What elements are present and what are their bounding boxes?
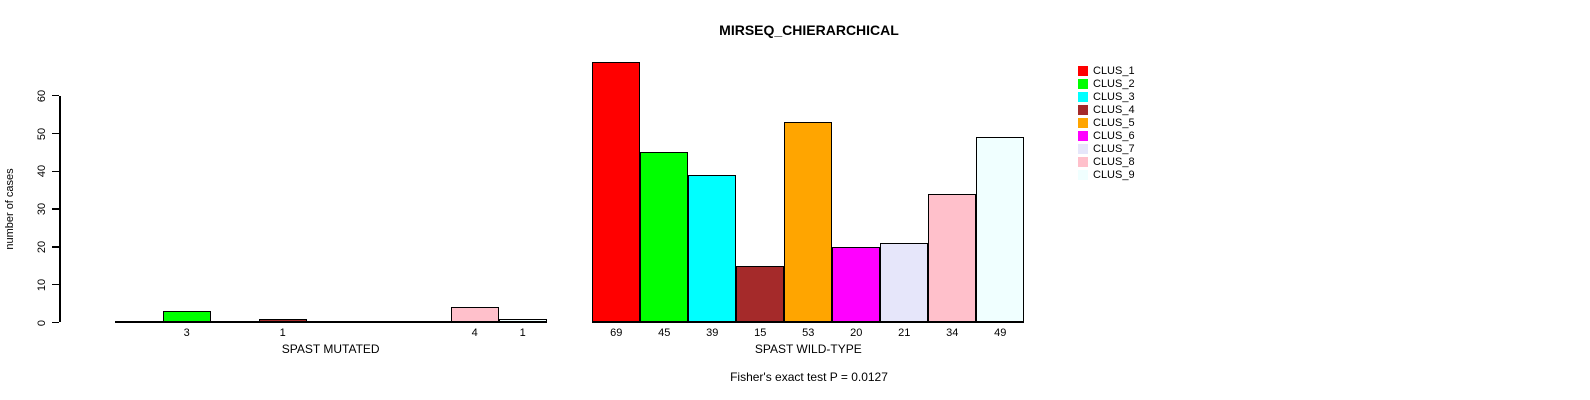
y-axis-label: number of cases (4, 168, 16, 250)
bar-spast-wild-type-clus-5 (784, 122, 833, 323)
bar-value-label: 3 (183, 327, 190, 339)
bar-value-label: 21 (898, 327, 911, 339)
group-baseline-spast-mutated (114, 321, 547, 323)
legend-label-clus-5: CLUS_5 (1093, 116, 1135, 129)
legend-label-clus-4: CLUS_4 (1093, 103, 1135, 116)
legend-label-clus-2: CLUS_2 (1093, 77, 1135, 90)
bar-value-label: 45 (658, 327, 671, 339)
bar-spast-mutated-clus-8 (450, 307, 499, 323)
y-tick (52, 208, 59, 210)
bar-value-label: 69 (610, 327, 623, 339)
y-tick (52, 170, 59, 172)
legend-label-clus-7: CLUS_7 (1093, 142, 1135, 155)
legend-swatch-clus-9 (1078, 170, 1088, 180)
bar-spast-wild-type-clus-4 (736, 265, 785, 323)
bar-value-label: 53 (802, 327, 815, 339)
bar-value-label: 34 (946, 327, 959, 339)
y-tick (52, 95, 59, 97)
bar-value-label: 1 (279, 327, 286, 339)
legend-label-clus-8: CLUS_8 (1093, 155, 1135, 168)
legend-label-clus-6: CLUS_6 (1093, 129, 1135, 142)
bar-spast-wild-type-clus-3 (688, 175, 737, 323)
legend-swatch-clus-3 (1078, 92, 1088, 102)
bar-spast-wild-type-clus-7 (880, 243, 929, 323)
legend-swatch-clus-7 (1078, 144, 1088, 154)
y-tick (52, 284, 59, 286)
y-axis-line (59, 95, 61, 323)
y-tick-label: 0 (36, 319, 48, 326)
legend-swatch-clus-1 (1078, 66, 1088, 76)
legend-label-clus-1: CLUS_1 (1093, 64, 1135, 77)
legend-label-clus-9: CLUS_9 (1093, 168, 1135, 181)
bar-spast-wild-type-clus-6 (832, 246, 881, 323)
y-tick (52, 132, 59, 135)
legend-label-clus-3: CLUS_3 (1093, 90, 1135, 103)
y-tick-label: 20 (36, 240, 48, 254)
footer-stat-text: Fisher's exact test P = 0.0127 (730, 370, 888, 384)
bar-value-label: 49 (994, 327, 1007, 339)
bar-spast-wild-type-clus-9 (976, 137, 1025, 323)
y-tick-label: 50 (36, 127, 48, 140)
y-tick-label: 10 (36, 278, 48, 291)
y-tick-label: 30 (36, 202, 48, 216)
bar-spast-wild-type-clus-8 (928, 193, 977, 323)
bar-value-label: 39 (706, 327, 719, 339)
legend-swatch-clus-5 (1078, 118, 1088, 128)
y-tick (52, 321, 59, 324)
bar-value-label: 4 (471, 327, 478, 339)
y-tick (52, 246, 59, 248)
bar-spast-mutated-clus-2 (162, 311, 211, 323)
bar-value-label: 20 (850, 327, 863, 339)
legend-swatch-clus-8 (1078, 157, 1088, 167)
chart-title: MIRSEQ_CHIERARCHICAL (719, 22, 899, 38)
group-label-spast-mutated: SPAST MUTATED (281, 342, 380, 356)
bar-spast-wild-type-clus-1 (592, 61, 641, 323)
group-label-spast-wild-type: SPAST WILD-TYPE (754, 342, 862, 356)
y-tick-label: 60 (36, 89, 48, 102)
bar-spast-mutated-clus-9 (498, 318, 547, 323)
bar-spast-mutated-clus-4 (258, 318, 307, 323)
bar-value-label: 15 (754, 327, 767, 339)
bar-spast-wild-type-clus-2 (640, 152, 689, 323)
legend-swatch-clus-4 (1078, 105, 1088, 115)
y-tick-label: 40 (36, 165, 48, 178)
legend-swatch-clus-6 (1078, 131, 1088, 141)
bar-value-label: 1 (519, 327, 526, 339)
legend-swatch-clus-2 (1078, 79, 1088, 89)
